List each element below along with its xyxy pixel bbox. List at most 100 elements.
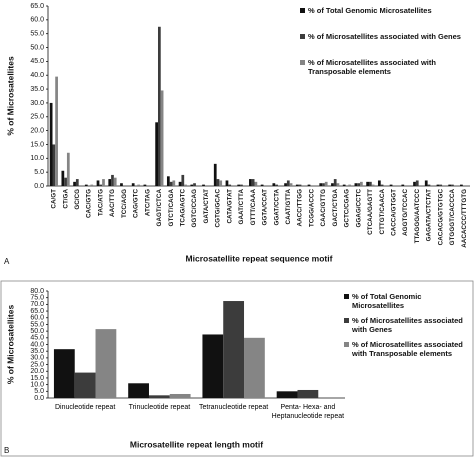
- y-tick-label: 55.0: [30, 321, 44, 328]
- legend-item: % of Microsatellites associated with Gen…: [344, 316, 472, 334]
- bar: [172, 180, 176, 186]
- x-tick-label: Trinucleotide repeat: [128, 404, 191, 411]
- bar: [73, 181, 76, 186]
- legend-label: % of Total Genomic Microsatellites: [352, 292, 422, 310]
- bar: [213, 163, 217, 186]
- y-axis-title: % of Microsatellites: [5, 305, 15, 385]
- bar: [333, 179, 337, 186]
- x-tick-label: AACACCC/TTTGTG: [461, 189, 468, 248]
- y-tick-label: 20.0: [30, 368, 44, 375]
- y-tick-label: 65.0: [30, 3, 44, 10]
- x-tick-label: GTTT/CAAA: [250, 189, 257, 226]
- legend-item: % of Microsatellites associated with Gen…: [300, 32, 470, 41]
- bar: [331, 183, 334, 186]
- bar: [260, 184, 264, 186]
- bar: [99, 184, 103, 186]
- panel-border: [0, 280, 474, 457]
- bar: [401, 184, 405, 186]
- bar: [228, 184, 232, 186]
- legend-label: % of Microsatellites associated with Gen…: [308, 32, 461, 41]
- bar: [202, 334, 224, 398]
- y-tick-label: 0.0: [34, 395, 44, 402]
- y-tick-label: 0.0: [34, 183, 44, 190]
- legend-swatch: [344, 342, 349, 347]
- bar: [160, 90, 164, 186]
- y-tick-label: 45.0: [30, 335, 44, 342]
- x-tick-label: GTCT/CAGA: [168, 189, 175, 227]
- bar: [368, 181, 372, 186]
- y-tick-label: 60.0: [30, 17, 44, 24]
- x-tick-label: GGTC/CCAG: [191, 189, 198, 228]
- bar: [66, 152, 70, 186]
- x-tick-label: GAGT/CTCA: [156, 189, 163, 227]
- x-tick-label: GCTC/CGAG: [344, 189, 351, 228]
- x-tick-label: AACC/TTGG: [297, 189, 304, 227]
- x-tick-label: TCC/AGG: [121, 189, 128, 218]
- bar: [275, 184, 278, 186]
- bar: [61, 170, 65, 186]
- x-tick-label: Penta- Hexa- and Heptanucleotide repeat: [271, 404, 345, 420]
- bar: [357, 183, 361, 186]
- x-tick-label: CAG/GTC: [133, 189, 140, 218]
- bar: [336, 183, 340, 186]
- bar: [307, 184, 311, 186]
- bar: [64, 177, 67, 186]
- y-tick-label: 25.0: [30, 114, 44, 121]
- bar: [436, 184, 440, 186]
- y-tick-label: 15.0: [30, 141, 44, 148]
- bar: [324, 181, 328, 186]
- legend-swatch: [300, 60, 305, 65]
- legend-item: % of Microsatellites associated with Tra…: [344, 340, 472, 358]
- bar: [354, 183, 358, 186]
- bar: [102, 179, 105, 186]
- x-tick-label: GACT/CTGA: [332, 189, 339, 227]
- bar: [272, 183, 276, 186]
- bar: [424, 180, 428, 186]
- bar: [249, 179, 252, 186]
- panel-label: B: [4, 446, 9, 455]
- legend-label: % of Microsatellites associated with Gen…: [352, 316, 463, 334]
- legend-swatch: [344, 294, 349, 299]
- x-tick-label: Dinucleotide repeat: [54, 404, 116, 411]
- bar: [389, 184, 393, 186]
- x-tick-label: CT/GA: [62, 189, 69, 209]
- x-tick-label: CAAT/GTTA: [285, 189, 292, 225]
- bar: [276, 391, 298, 398]
- bar: [415, 180, 419, 186]
- x-tick-label: TAC/ATG: [97, 189, 104, 216]
- bar: [190, 184, 194, 186]
- bar: [366, 181, 369, 186]
- y-tick-label: 70.0: [30, 301, 44, 308]
- y-tick-label: 15.0: [30, 375, 44, 382]
- bar: [427, 184, 431, 186]
- x-tick-label: AGGTG/TCCAC: [402, 189, 409, 236]
- bar: [178, 181, 182, 186]
- bar: [137, 184, 141, 186]
- bar: [251, 179, 255, 186]
- legend-label: % of Microsatellites associated with Tra…: [352, 340, 463, 358]
- bar: [319, 183, 323, 186]
- bar: [225, 180, 229, 186]
- bar: [460, 184, 463, 186]
- bar: [286, 180, 290, 186]
- bar: [371, 184, 375, 186]
- x-tick-label: GC/CG: [74, 189, 81, 210]
- y-tick-label: 50.0: [30, 44, 44, 51]
- bar: [380, 184, 384, 186]
- y-tick-label: 25.0: [30, 361, 44, 368]
- bar: [413, 181, 416, 186]
- bar: [95, 329, 117, 398]
- x-tick-label: GGTA/CCAT: [262, 189, 269, 226]
- bar: [181, 174, 185, 186]
- legend-swatch: [300, 8, 305, 13]
- x-tick-label: CATA/GTAT: [226, 189, 233, 224]
- bar: [120, 183, 123, 186]
- bar: [377, 180, 381, 186]
- x-tick-label: GGAT/CCTA: [273, 189, 280, 226]
- x-tick-label: TCAG/AGTC: [179, 189, 186, 227]
- x-tick-label: CTCAA/GAGTT: [367, 189, 374, 235]
- x-tick-label: AAC/TTG: [109, 189, 116, 217]
- x-tick-label: CACCA/GTGGT: [390, 189, 397, 236]
- y-tick-label: 75.0: [30, 295, 44, 302]
